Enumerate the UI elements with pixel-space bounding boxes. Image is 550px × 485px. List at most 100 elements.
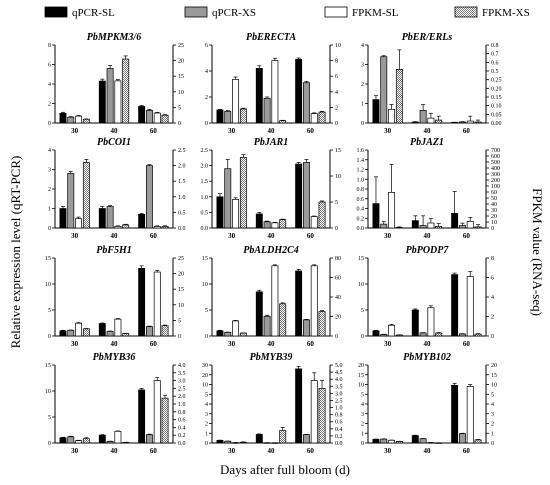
right-tick-label: 10 bbox=[335, 174, 341, 180]
bar-qpcr-xs bbox=[263, 315, 271, 337]
left-tick-label: 10 bbox=[358, 282, 364, 288]
right-tick-label: 400 bbox=[491, 166, 500, 172]
right-tick-label: 1.0 bbox=[178, 195, 186, 201]
x-tick-label: 60 bbox=[463, 127, 471, 135]
right-tick-label: 2.0 bbox=[178, 394, 186, 400]
bar-qpcr-xs bbox=[380, 438, 388, 444]
bar-qpcr-xs bbox=[302, 434, 310, 444]
bar-fpkm-sl bbox=[153, 226, 161, 229]
panel-pbcoi1: PbCOI1 0 1 2 3 4 0.0 0.5 1.0 1.5 2.0 2.5 30 40 60 bbox=[48, 137, 186, 240]
bar-qpcr-sl bbox=[372, 330, 380, 337]
right-tick-label: 0.8 bbox=[335, 413, 343, 419]
bar-qpcr-sl bbox=[138, 106, 146, 124]
right-tick-label: 2.5 bbox=[178, 386, 186, 392]
bar-qpcr-xs bbox=[419, 438, 427, 444]
right-tick-label: 0.6 bbox=[491, 60, 499, 66]
bar-qpcr-sl bbox=[98, 80, 106, 124]
left-tick-label: 2 bbox=[48, 187, 51, 193]
left-tick-label: 0.2 bbox=[357, 216, 365, 222]
right-tick-label: 0.05 bbox=[491, 112, 502, 118]
bar-qpcr-sl bbox=[255, 213, 263, 229]
bar-qpcr-sl bbox=[216, 109, 224, 124]
right-tick-label: 700 bbox=[491, 148, 500, 154]
left-tick-label: 5 bbox=[361, 308, 364, 314]
bar-qpcr-xs bbox=[224, 440, 232, 444]
right-tick-label: 8 bbox=[335, 59, 338, 65]
right-tick-label: 2 bbox=[491, 422, 494, 428]
right-tick-label: 20 bbox=[335, 315, 341, 321]
left-tick-label: 2 bbox=[361, 82, 364, 88]
right-tick-label: 15 bbox=[178, 287, 184, 293]
left-tick-label: 10 bbox=[45, 389, 51, 395]
bar-qpcr-sl bbox=[372, 203, 380, 229]
bar-fpkm-xs bbox=[279, 430, 287, 444]
bar-fpkm-xs bbox=[239, 441, 247, 444]
right-tick-label: 3 bbox=[491, 412, 494, 418]
left-tick-label: 0 bbox=[48, 334, 51, 340]
right-tick-label: 2.5 bbox=[178, 148, 186, 154]
bar-fpkm-xs bbox=[122, 224, 130, 229]
bar-qpcr-sl bbox=[295, 163, 303, 229]
right-tick-label: 1 bbox=[491, 431, 494, 437]
bar-fpkm-sl bbox=[232, 320, 240, 337]
bar-fpkm-xs bbox=[122, 333, 130, 337]
left-tick-label: 0 bbox=[361, 121, 364, 127]
right-tick-label: 4.5 bbox=[335, 370, 343, 376]
bar-fpkm-sl bbox=[232, 199, 240, 229]
panel-pber-erls: PbER/ERLs 0 1 2 3 4 0.00 0.05 0.10 0.15 0.20 0.25 0.… bbox=[361, 32, 502, 135]
left-tick-label: 15 bbox=[358, 256, 364, 262]
x-tick-label: 30 bbox=[384, 340, 392, 348]
panel-title: PbERECTA bbox=[246, 32, 296, 43]
bar-fpkm-sl bbox=[232, 78, 240, 124]
right-tick-label: 10 bbox=[178, 90, 184, 96]
panel-pbmyb102: PbMYB102 0 1 2 3 4 5 10 15 20 0 1 2 3 4 5 10 15 20 30 40 60 bbox=[358, 352, 497, 455]
right-tick-label: 0.6 bbox=[335, 420, 343, 426]
bar-qpcr-xs bbox=[458, 121, 466, 124]
bar-qpcr-sl bbox=[295, 58, 303, 124]
x-tick-label: 40 bbox=[111, 232, 119, 240]
bar-fpkm-xs bbox=[395, 441, 403, 444]
right-tick-label: 0.2 bbox=[335, 434, 343, 440]
left-tick-label: 0 bbox=[205, 121, 208, 127]
bar-fpkm-sl bbox=[466, 120, 474, 124]
bar-qpcr-sl bbox=[255, 68, 263, 124]
left-tick-label: 10 bbox=[202, 383, 208, 389]
bar-qpcr-sl bbox=[138, 268, 146, 337]
panel-title: PbMYB36 bbox=[93, 352, 136, 363]
left-tick-label: 3 bbox=[361, 63, 364, 69]
x-tick-label: 40 bbox=[111, 127, 119, 135]
bar-qpcr-xs bbox=[380, 334, 388, 337]
bar-fpkm-xs bbox=[318, 111, 326, 124]
left-tick-label: 4 bbox=[205, 69, 208, 75]
bar-fpkm-xs bbox=[474, 333, 482, 337]
right-tick-label: 0.4 bbox=[178, 425, 186, 431]
bar-fpkm-xs bbox=[318, 201, 326, 229]
left-tick-label: 2 bbox=[48, 102, 51, 108]
bar-qpcr-xs bbox=[380, 56, 388, 124]
x-tick-label: 60 bbox=[307, 447, 315, 455]
bar-fpkm-sl bbox=[310, 113, 318, 124]
x-tick-label: 30 bbox=[71, 232, 79, 240]
bar-fpkm-xs bbox=[161, 226, 169, 229]
bar-qpcr-sl bbox=[255, 434, 263, 444]
right-tick-label: 4.0 bbox=[335, 377, 343, 383]
bar-fpkm-xs bbox=[82, 162, 90, 229]
left-tick-label: 0 bbox=[205, 334, 208, 340]
bar-qpcr-xs bbox=[263, 221, 271, 229]
right-tick-label: 4 bbox=[491, 402, 494, 408]
left-tick-label: 1.2 bbox=[357, 168, 365, 174]
x-tick-label: 60 bbox=[463, 447, 471, 455]
bar-fpkm-xs bbox=[395, 227, 403, 229]
right-tick-label: 0.8 bbox=[491, 43, 499, 49]
left-tick-label: 2 bbox=[205, 422, 208, 428]
bar-fpkm-sl bbox=[310, 216, 318, 229]
right-tick-label: 4.0 bbox=[178, 363, 186, 369]
bar-fpkm-sl bbox=[388, 324, 396, 337]
right-tick-label: 0.7 bbox=[491, 52, 499, 58]
right-tick-label: 2.0 bbox=[178, 164, 186, 170]
right-tick-label: 2 bbox=[335, 105, 338, 111]
left-axis-label: Relative expression level (qRT-PCR) bbox=[8, 156, 23, 349]
bar-qpcr-xs bbox=[302, 82, 310, 124]
right-tick-label: 200 bbox=[491, 178, 500, 184]
